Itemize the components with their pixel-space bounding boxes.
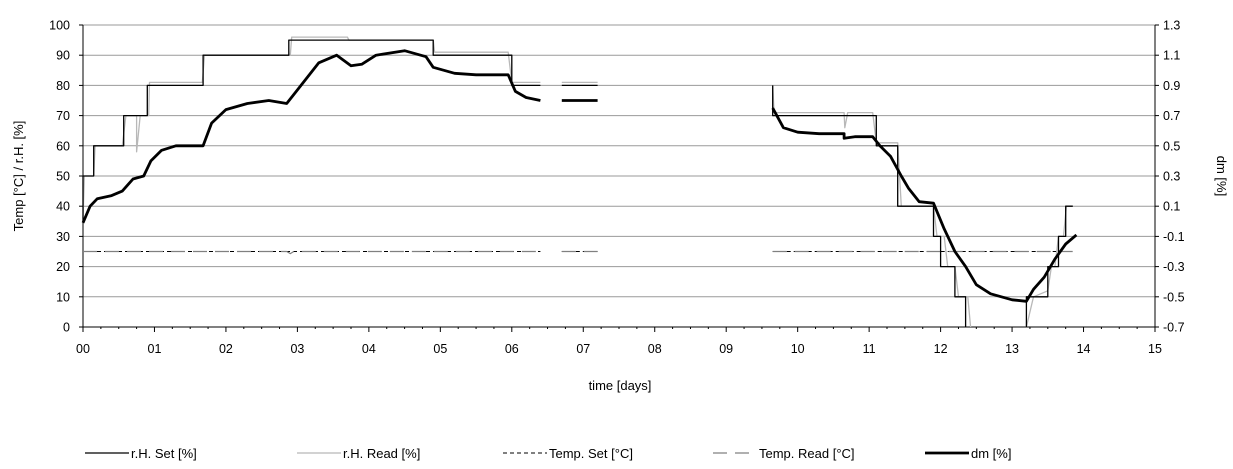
x-tick-label: 04 bbox=[362, 342, 376, 356]
series-line-r-h-set bbox=[82, 39, 541, 222]
legend-label: Temp. Read [°C] bbox=[759, 446, 855, 461]
x-tick-label: 11 bbox=[863, 342, 876, 356]
x-tick-label: 00 bbox=[76, 342, 90, 356]
x-tick-label: 01 bbox=[148, 342, 162, 356]
y-right-tick-label: -0.1 bbox=[1163, 230, 1185, 244]
axes bbox=[79, 24, 1159, 332]
x-tick-label: 03 bbox=[290, 342, 304, 356]
series-lines bbox=[81, 36, 1078, 328]
x-axis-title: time [days] bbox=[589, 378, 652, 393]
y-left-tick-label: 30 bbox=[56, 230, 70, 244]
x-tick-label: 14 bbox=[1077, 342, 1091, 356]
legend: r.H. Set [%] r.H. Read [%] Temp. Set [°C] T… bbox=[85, 446, 1011, 461]
y-right-tick-label: 0.9 bbox=[1163, 79, 1180, 93]
y-left-tick-label: 40 bbox=[56, 200, 70, 214]
y-left-tick-label: 100 bbox=[49, 19, 70, 33]
legend-label: r.H. Read [%] bbox=[343, 446, 420, 461]
series-line-dm bbox=[81, 49, 541, 224]
tick-labels: 0102030405060708090100-0.7-0.5-0.3-0.10.… bbox=[49, 19, 1184, 357]
y-right-tick-label: 0.1 bbox=[1163, 200, 1180, 214]
x-tick-label: 13 bbox=[1005, 342, 1019, 356]
y-right-tick-label: -0.5 bbox=[1163, 290, 1185, 304]
x-tick-label: 09 bbox=[719, 342, 733, 356]
y-left-tick-label: 70 bbox=[56, 109, 70, 123]
y-left-tick-label: 0 bbox=[63, 321, 70, 335]
series-line-dm bbox=[771, 107, 1078, 303]
gridlines bbox=[83, 24, 1155, 298]
x-tick-label: 12 bbox=[934, 342, 948, 356]
x-tick-label: 07 bbox=[576, 342, 590, 356]
y-right-tick-label: 0.5 bbox=[1163, 139, 1180, 153]
x-tick-label: 06 bbox=[505, 342, 519, 356]
y-left-tick-label: 80 bbox=[56, 79, 70, 93]
series-line-r-h-set bbox=[1025, 205, 1073, 327]
y-right-tick-label: 0.7 bbox=[1163, 109, 1180, 123]
y-right-tick-label: -0.7 bbox=[1163, 321, 1185, 335]
x-tick-label: 02 bbox=[219, 342, 233, 356]
y-right-tick-label: 1.3 bbox=[1163, 19, 1180, 33]
y-right-tick-label: 1.1 bbox=[1163, 49, 1180, 63]
y-axis-right-title: dm [%] bbox=[1214, 156, 1229, 196]
x-tick-label: 15 bbox=[1148, 342, 1162, 356]
y-axis-left-title: Temp [°C] / r.H. [%] bbox=[11, 121, 26, 232]
x-tick-label: 10 bbox=[791, 342, 805, 356]
x-tick-label: 05 bbox=[433, 342, 447, 356]
legend-label: r.H. Set [%] bbox=[131, 446, 197, 461]
y-left-tick-label: 90 bbox=[56, 49, 70, 63]
legend-label: dm [%] bbox=[971, 446, 1011, 461]
y-left-tick-label: 50 bbox=[56, 170, 70, 184]
y-left-tick-label: 10 bbox=[56, 290, 70, 304]
y-right-tick-label: -0.3 bbox=[1163, 260, 1185, 274]
series-line-r-h-read bbox=[82, 36, 541, 219]
y-left-tick-label: 60 bbox=[56, 139, 70, 153]
y-right-tick-label: 0.3 bbox=[1163, 170, 1180, 184]
x-tick-label: 08 bbox=[648, 342, 662, 356]
series-line-temp-read-c bbox=[83, 250, 541, 255]
y-left-tick-label: 20 bbox=[56, 260, 70, 274]
legend-label: Temp. Set [°C] bbox=[549, 446, 633, 461]
